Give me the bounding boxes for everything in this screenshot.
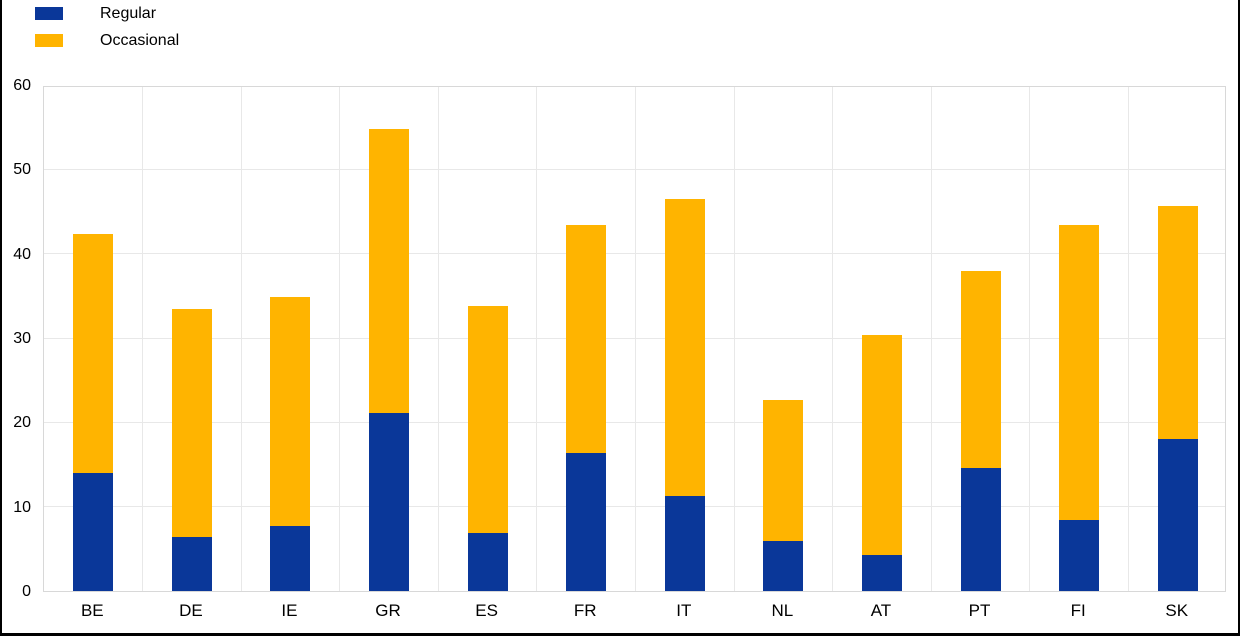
bar-regular-SK	[1157, 439, 1198, 591]
gridline-x-10	[1029, 87, 1031, 591]
y-tick-label-0: 0	[22, 583, 31, 600]
legend-swatch-occasional	[35, 34, 63, 47]
x-tick-label-DE: DE	[179, 601, 203, 620]
gridline-x-9	[930, 87, 932, 591]
bar-occasional-FI	[1059, 225, 1100, 521]
y-tick-label-20: 20	[13, 414, 31, 432]
y-tick-label-10: 10	[13, 498, 31, 516]
plot-area	[43, 86, 1226, 592]
bar-regular-DE	[171, 537, 212, 591]
legend-label-occasional: Occasional	[100, 32, 180, 49]
x-tick-label-BE: BE	[80, 601, 104, 620]
gridline-x-8	[832, 87, 834, 591]
x-tick-label-PT: PT	[968, 601, 991, 620]
bar-occasional-FR	[566, 225, 607, 453]
bar-regular-BE	[73, 472, 114, 591]
y-tick-label-60: 60	[13, 77, 31, 94]
gridline-x-5	[536, 87, 538, 591]
bar-regular-GR	[369, 413, 410, 591]
gridline-y-50	[44, 168, 1225, 170]
gridline-x-4	[437, 87, 439, 591]
x-tick-label-IE: IE	[281, 601, 298, 620]
x-tick-label-GR: GR	[375, 601, 401, 620]
gridline-x-2	[240, 87, 242, 591]
bar-occasional-BE	[73, 234, 114, 473]
bar-occasional-IE	[270, 296, 311, 527]
bar-occasional-GR	[369, 128, 410, 414]
bar-regular-NL	[763, 541, 804, 591]
bar-occasional-PT	[960, 270, 1001, 468]
bar-regular-IT	[664, 495, 705, 591]
x-tick-label-FI: FI	[1070, 601, 1086, 620]
gridline-x-7	[733, 87, 735, 591]
x-tick-label-NL: NL	[771, 601, 794, 620]
y-tick-label-40: 40	[13, 245, 31, 263]
x-tick-label-SK: SK	[1165, 601, 1189, 620]
gridline-y-30	[44, 337, 1225, 339]
gridline-y-40	[44, 253, 1225, 255]
bar-regular-FI	[1059, 520, 1100, 591]
x-tick-label-AT: AT	[870, 601, 892, 620]
y-tick-label-50: 50	[13, 161, 31, 179]
gridline-x-1	[142, 87, 144, 591]
gridline-x-6	[635, 87, 636, 591]
x-tick-label-FR: FR	[573, 601, 597, 620]
bar-regular-IE	[270, 526, 311, 591]
gridline-y-20	[44, 421, 1225, 423]
legend-item-regular: Regular	[35, 4, 179, 23]
bar-occasional-NL	[763, 399, 804, 542]
bar-regular-FR	[566, 452, 607, 591]
legend-item-occasional: Occasional	[35, 31, 179, 50]
gridline-x-11	[1127, 87, 1129, 591]
x-tick-label-IT: IT	[676, 601, 692, 620]
x-tick-label-ES: ES	[475, 601, 498, 620]
bar-occasional-IT	[664, 198, 705, 496]
bar-occasional-AT	[861, 335, 902, 555]
gridline-x-3	[339, 87, 341, 591]
bar-occasional-DE	[171, 309, 212, 538]
bar-occasional-ES	[467, 305, 508, 533]
bar-regular-AT	[861, 554, 902, 591]
legend-label-regular: Regular	[100, 5, 157, 22]
bar-occasional-SK	[1157, 206, 1198, 440]
y-tick-label-30: 30	[13, 330, 31, 347]
gridline-y-10	[44, 506, 1225, 508]
bar-regular-PT	[960, 467, 1001, 591]
legend: Regular Occasional	[35, 4, 179, 58]
legend-swatch-regular	[35, 7, 63, 20]
bar-regular-ES	[467, 532, 508, 591]
